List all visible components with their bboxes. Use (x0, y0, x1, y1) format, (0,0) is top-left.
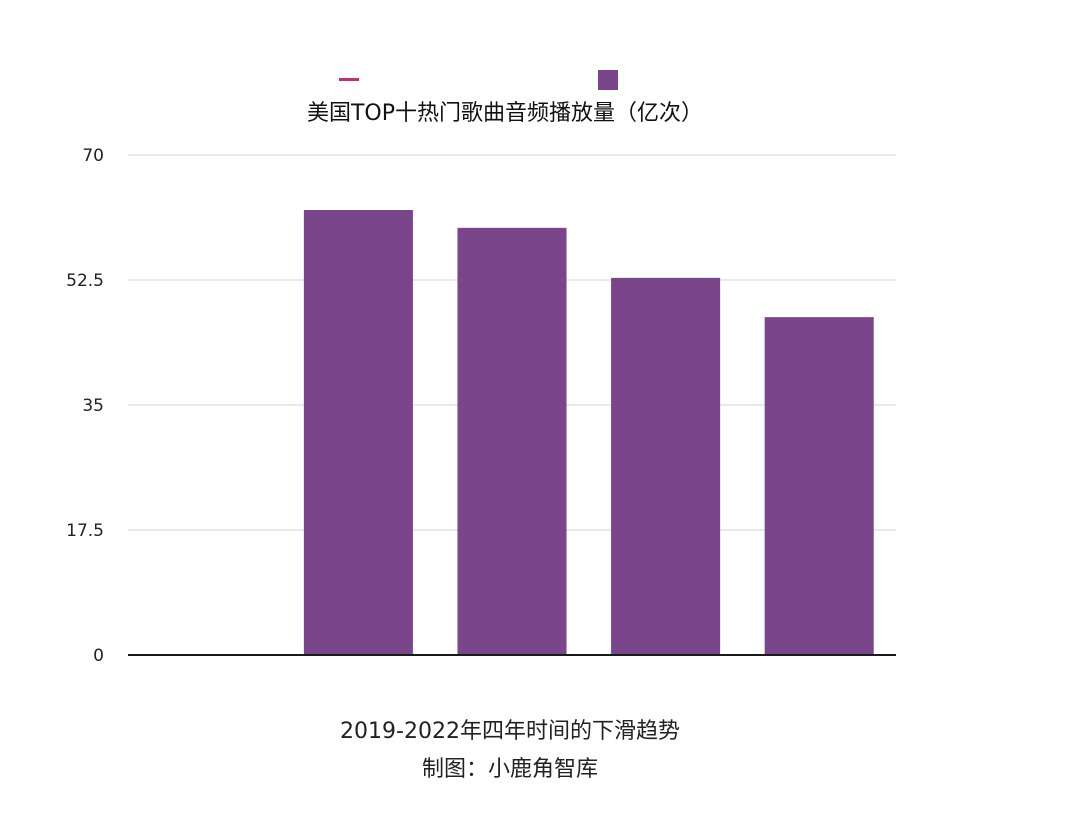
y-tick-label: 35 (82, 396, 104, 416)
bar (457, 227, 567, 655)
y-tick-label: 52.5 (66, 271, 104, 291)
legend-square-marker (598, 70, 618, 90)
y-tick-label: 70 (82, 146, 104, 166)
bar (764, 317, 874, 655)
bar (611, 277, 721, 655)
chart-credit: 制图：小鹿角智库 (421, 757, 598, 782)
chart-title: 美国TOP十热门歌曲音频播放量（亿次） (306, 101, 704, 126)
legend-line-marker (339, 78, 359, 81)
y-tick-label: 17.5 (66, 521, 104, 541)
chart-caption: 2019-2022年四年时间的下滑趋势 (340, 719, 680, 744)
chart-legend (0, 64, 1080, 94)
y-tick-label: 0 (93, 646, 104, 666)
bar (303, 210, 413, 655)
